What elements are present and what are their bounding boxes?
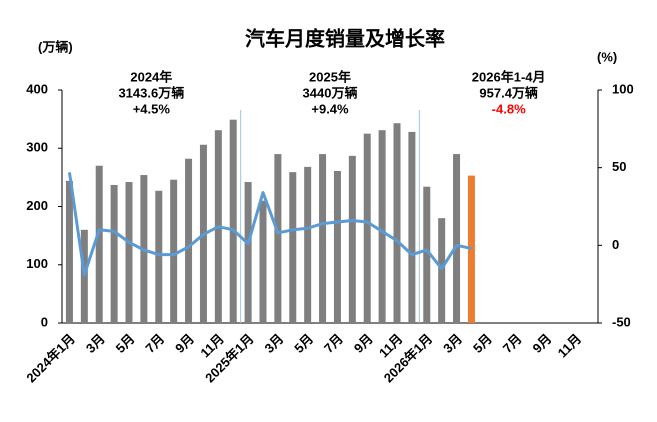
bar [125, 182, 133, 323]
bar [453, 154, 461, 323]
x-tick-label: 5月 [291, 331, 316, 356]
x-tick-label: 7月 [321, 331, 346, 356]
bar [274, 154, 282, 323]
annotation: 3143.6万辆 [118, 85, 184, 100]
bar [80, 229, 88, 323]
x-tick-label: 3月 [440, 331, 465, 356]
bar [244, 182, 252, 323]
annotation: -4.8% [492, 101, 526, 116]
annotation: +9.4% [311, 101, 349, 116]
x-tick-label: 3月 [262, 331, 287, 356]
annotation: 2026年1-4月 [472, 69, 546, 84]
y2-tick-label: -50 [612, 314, 631, 329]
x-tick-label: 9月 [351, 331, 376, 356]
y-tick-label: 0 [41, 314, 48, 329]
bar [393, 123, 401, 323]
annotation: 2025年 [309, 69, 351, 84]
bar [333, 170, 341, 323]
y-axis-label: (万辆) [38, 39, 73, 54]
bar [95, 165, 103, 323]
x-tick-label: 9月 [530, 331, 555, 356]
bar [423, 186, 431, 323]
bar [467, 175, 475, 323]
bar [363, 133, 371, 323]
annotation: +4.5% [133, 101, 171, 116]
x-tick-label: 2024年1月 [23, 331, 78, 386]
y-tick-label: 300 [26, 140, 48, 155]
bar [304, 166, 312, 323]
x-tick-label: 7月 [500, 331, 525, 356]
bar [319, 154, 327, 323]
annotation: 2024年 [130, 69, 172, 84]
annotation: 3440万辆 [303, 85, 358, 100]
y-tick-label: 400 [26, 81, 48, 96]
chart-title: 汽车月度销量及增长率 [245, 26, 445, 50]
x-tick-label: 5月 [113, 331, 138, 356]
x-tick-label: 5月 [470, 331, 495, 356]
bar [348, 155, 356, 323]
x-tick-label: 7月 [142, 331, 167, 356]
line [67, 172, 472, 277]
y-tick-label: 100 [26, 256, 48, 271]
bar [65, 180, 73, 323]
bar [408, 131, 416, 323]
bar [378, 130, 386, 323]
y-tick-label: 200 [26, 198, 48, 213]
y2-axis-label: (%) [597, 49, 617, 64]
x-tick-label: 9月 [172, 331, 197, 356]
x-tick-label: 3月 [83, 331, 108, 356]
bar [170, 179, 178, 323]
bar [438, 218, 446, 323]
y2-tick-label: 50 [612, 159, 626, 174]
bar [289, 172, 297, 323]
x-tick-label: 11月 [555, 331, 585, 361]
bar [110, 184, 118, 323]
y2-tick-label: 100 [612, 81, 634, 96]
bar [229, 119, 237, 324]
annotation: 957.4万辆 [479, 85, 538, 100]
bar [259, 200, 267, 323]
bar [155, 190, 163, 323]
y2-tick-label: 0 [612, 237, 619, 252]
bar [185, 158, 193, 323]
